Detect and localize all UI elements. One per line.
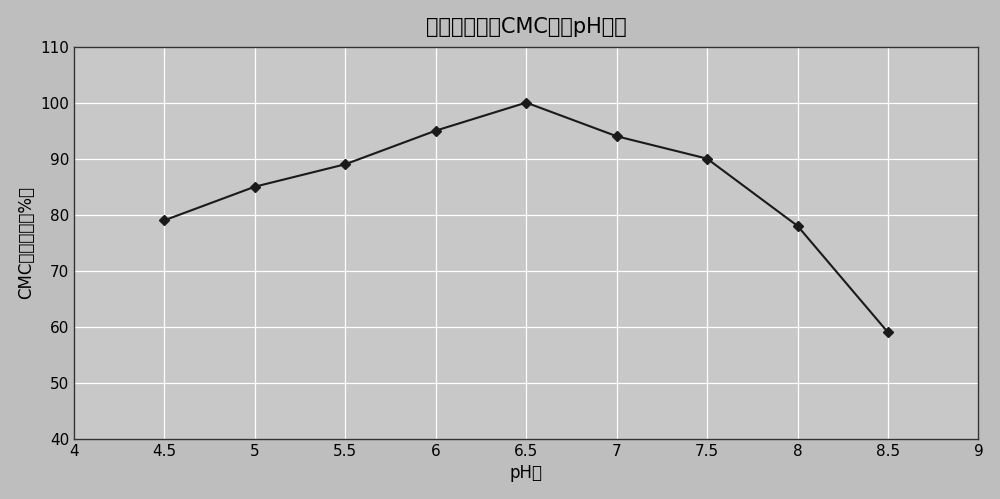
Y-axis label: CMC相对酶活（%）: CMC相对酶活（%） [17,186,35,299]
X-axis label: pH值: pH值 [510,465,543,483]
Title: 中性纤维素酶CMC酶活pH曲线: 中性纤维素酶CMC酶活pH曲线 [426,16,627,36]
